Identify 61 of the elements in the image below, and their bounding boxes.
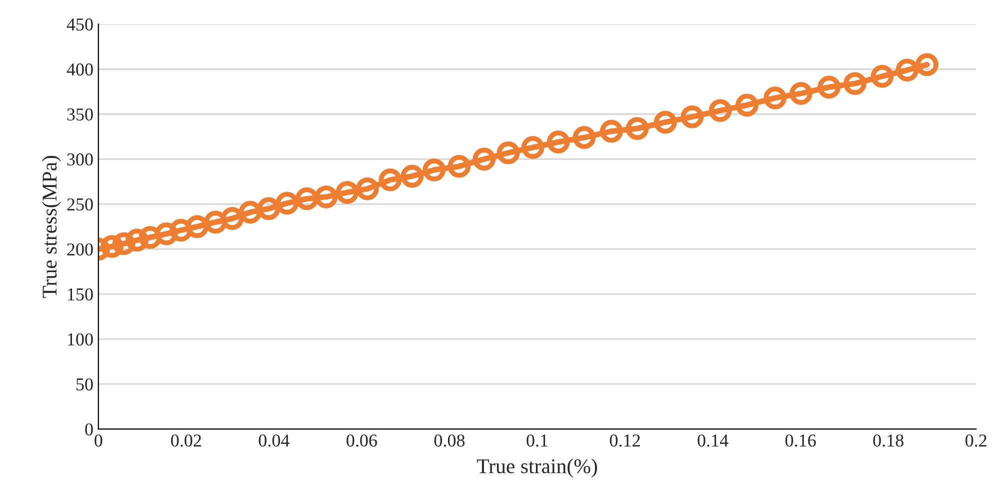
point — [736, 94, 758, 117]
point — [916, 53, 938, 76]
x-tick-label: 0.06 — [346, 434, 377, 447]
x-tick-label: 0.1 — [526, 434, 548, 447]
point — [276, 192, 299, 215]
point — [521, 136, 544, 159]
point — [496, 141, 520, 164]
x-tick-label: 0.04 — [258, 434, 290, 447]
point — [314, 185, 338, 208]
y-tick-label: 300 — [67, 153, 93, 166]
x-tick-label: 0.12 — [610, 434, 640, 447]
x-tick-label: 0.18 — [873, 434, 904, 447]
point — [238, 200, 262, 224]
x-axis-title: True strain(%) — [476, 458, 598, 478]
x-tick-label: 0.2 — [966, 434, 986, 447]
y-tick-label: 50 — [76, 378, 93, 391]
point — [844, 72, 866, 95]
x-tick-label: 0.02 — [171, 434, 201, 447]
point — [572, 126, 596, 149]
point — [448, 154, 471, 178]
point — [600, 120, 623, 143]
point — [356, 177, 379, 200]
point — [626, 117, 649, 140]
x-tick-label: 0 — [94, 434, 102, 447]
point — [378, 168, 402, 192]
x-tick-label: 0.14 — [698, 434, 728, 447]
y-tick-label: 0 — [85, 423, 93, 436]
x-tick-label: 0.08 — [434, 434, 465, 447]
y-axis-title: True stress(MPa) — [42, 156, 61, 298]
point — [790, 82, 812, 105]
y-tick-label: 150 — [68, 288, 93, 301]
y-tick-label: 350 — [67, 108, 93, 121]
point — [204, 210, 228, 234]
point — [220, 207, 244, 230]
point — [100, 234, 124, 258]
y-tick-label: 200 — [67, 243, 93, 256]
point — [112, 232, 136, 256]
y-tick-label: 100 — [68, 333, 93, 346]
point — [169, 218, 192, 242]
point — [154, 222, 178, 246]
point — [336, 180, 359, 204]
point — [546, 130, 570, 154]
y-tick-label: 450 — [66, 18, 93, 31]
point — [870, 64, 894, 88]
point — [896, 58, 919, 82]
point — [186, 215, 209, 238]
point — [764, 86, 787, 110]
point — [680, 105, 704, 128]
point — [400, 164, 424, 188]
point — [295, 187, 318, 210]
point — [472, 148, 496, 171]
y-tick-label: 400 — [66, 63, 93, 76]
point — [818, 76, 841, 99]
x-tick-label: 0.16 — [785, 434, 816, 447]
point — [708, 99, 732, 122]
point — [126, 228, 148, 252]
y-tick-label: 250 — [67, 198, 93, 211]
point — [654, 110, 677, 134]
point — [257, 197, 280, 220]
point — [138, 226, 162, 249]
point — [422, 158, 446, 182]
